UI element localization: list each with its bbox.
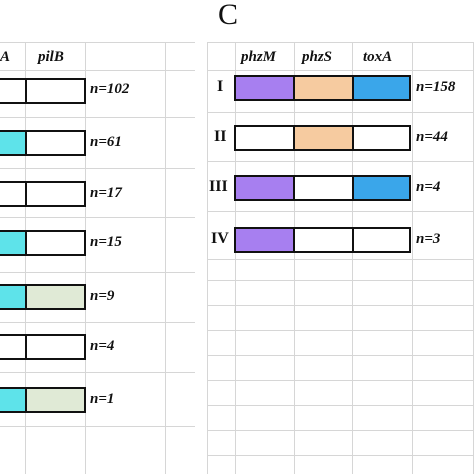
- gene-cell: [27, 389, 84, 411]
- grid-line: [85, 42, 86, 474]
- grid-line: [0, 70, 195, 71]
- grid-line: [412, 42, 413, 474]
- gene-cell: [0, 389, 27, 411]
- grid-line: [207, 380, 474, 381]
- grid-line: [235, 42, 236, 474]
- gene-cell: [27, 232, 84, 254]
- grid-line: [207, 355, 474, 356]
- gene-cell: [0, 336, 27, 358]
- count-label: n=44: [416, 129, 448, 145]
- type-label: IV: [211, 230, 229, 247]
- gene-header: A: [0, 49, 11, 65]
- gene-cell: [27, 132, 84, 154]
- grid-line: [0, 117, 195, 118]
- grid-line: [207, 161, 474, 162]
- gene-cell: [295, 77, 354, 99]
- genotype-row: [0, 334, 86, 360]
- grid-line: [207, 280, 474, 281]
- grid-line: [0, 42, 195, 43]
- grid-line: [0, 217, 195, 218]
- genotype-row: [0, 130, 86, 156]
- panel-letter: C: [218, 0, 239, 31]
- gene-cell: [0, 183, 27, 205]
- genotype-row: [0, 78, 86, 104]
- genotype-row: [234, 175, 411, 201]
- grid-line: [207, 405, 474, 406]
- gene-header: phzS: [302, 49, 333, 65]
- count-label: n=4: [90, 338, 115, 354]
- grid-line: [207, 211, 474, 212]
- grid-line: [207, 42, 474, 43]
- count-label: n=158: [416, 79, 456, 95]
- grid-line: [207, 42, 208, 474]
- gene-cell: [354, 177, 409, 199]
- genotype-row: [0, 230, 86, 256]
- grid-line: [207, 112, 474, 113]
- grid-line: [207, 259, 474, 260]
- gene-cell: [354, 77, 409, 99]
- genotype-row: [234, 125, 411, 151]
- grid-line: [0, 322, 195, 323]
- grid-line: [0, 372, 195, 373]
- genotype-row: [0, 387, 86, 413]
- grid-line: [207, 455, 474, 456]
- gene-cell: [295, 127, 354, 149]
- grid-line: [207, 330, 474, 331]
- gene-cell: [27, 336, 84, 358]
- gene-cell: [0, 232, 27, 254]
- gene-cell: [236, 229, 295, 251]
- grid-line: [0, 272, 195, 273]
- gene-cell: [295, 177, 354, 199]
- count-label: n=61: [90, 134, 122, 150]
- gene-cell: [0, 286, 27, 308]
- count-label: n=17: [90, 185, 122, 201]
- grid-line: [294, 42, 295, 474]
- gene-cell: [236, 127, 295, 149]
- gene-cell: [295, 229, 354, 251]
- type-label: II: [214, 128, 227, 145]
- genotype-row: [234, 75, 411, 101]
- gene-cell: [354, 229, 409, 251]
- count-label: n=1: [90, 391, 115, 407]
- genotype-row: [0, 284, 86, 310]
- grid-line: [207, 305, 474, 306]
- gene-cell: [236, 77, 295, 99]
- genotype-row: [0, 181, 86, 207]
- grid-line: [0, 426, 195, 427]
- count-label: n=15: [90, 234, 122, 250]
- count-label: n=4: [416, 179, 441, 195]
- type-label: III: [209, 178, 228, 195]
- grid-line: [165, 42, 166, 474]
- grid-line: [0, 168, 195, 169]
- genotype-row: [234, 227, 411, 253]
- gene-cell: [354, 127, 409, 149]
- grid-line: [25, 42, 26, 474]
- grid-line: [207, 70, 474, 71]
- count-label: n=3: [416, 231, 441, 247]
- gene-cell: [27, 80, 84, 102]
- gene-header: toxA: [363, 49, 393, 65]
- gene-cell: [0, 80, 27, 102]
- gene-header: phzM: [241, 49, 277, 65]
- type-label: I: [217, 78, 224, 95]
- gene-cell: [236, 177, 295, 199]
- gene-cell: [0, 132, 27, 154]
- count-label: n=9: [90, 288, 115, 304]
- gene-header: pilB: [38, 49, 64, 65]
- gene-cell: [27, 183, 84, 205]
- count-label: n=102: [90, 81, 130, 97]
- grid-line: [352, 42, 353, 474]
- grid-line: [207, 430, 474, 431]
- gene-cell: [27, 286, 84, 308]
